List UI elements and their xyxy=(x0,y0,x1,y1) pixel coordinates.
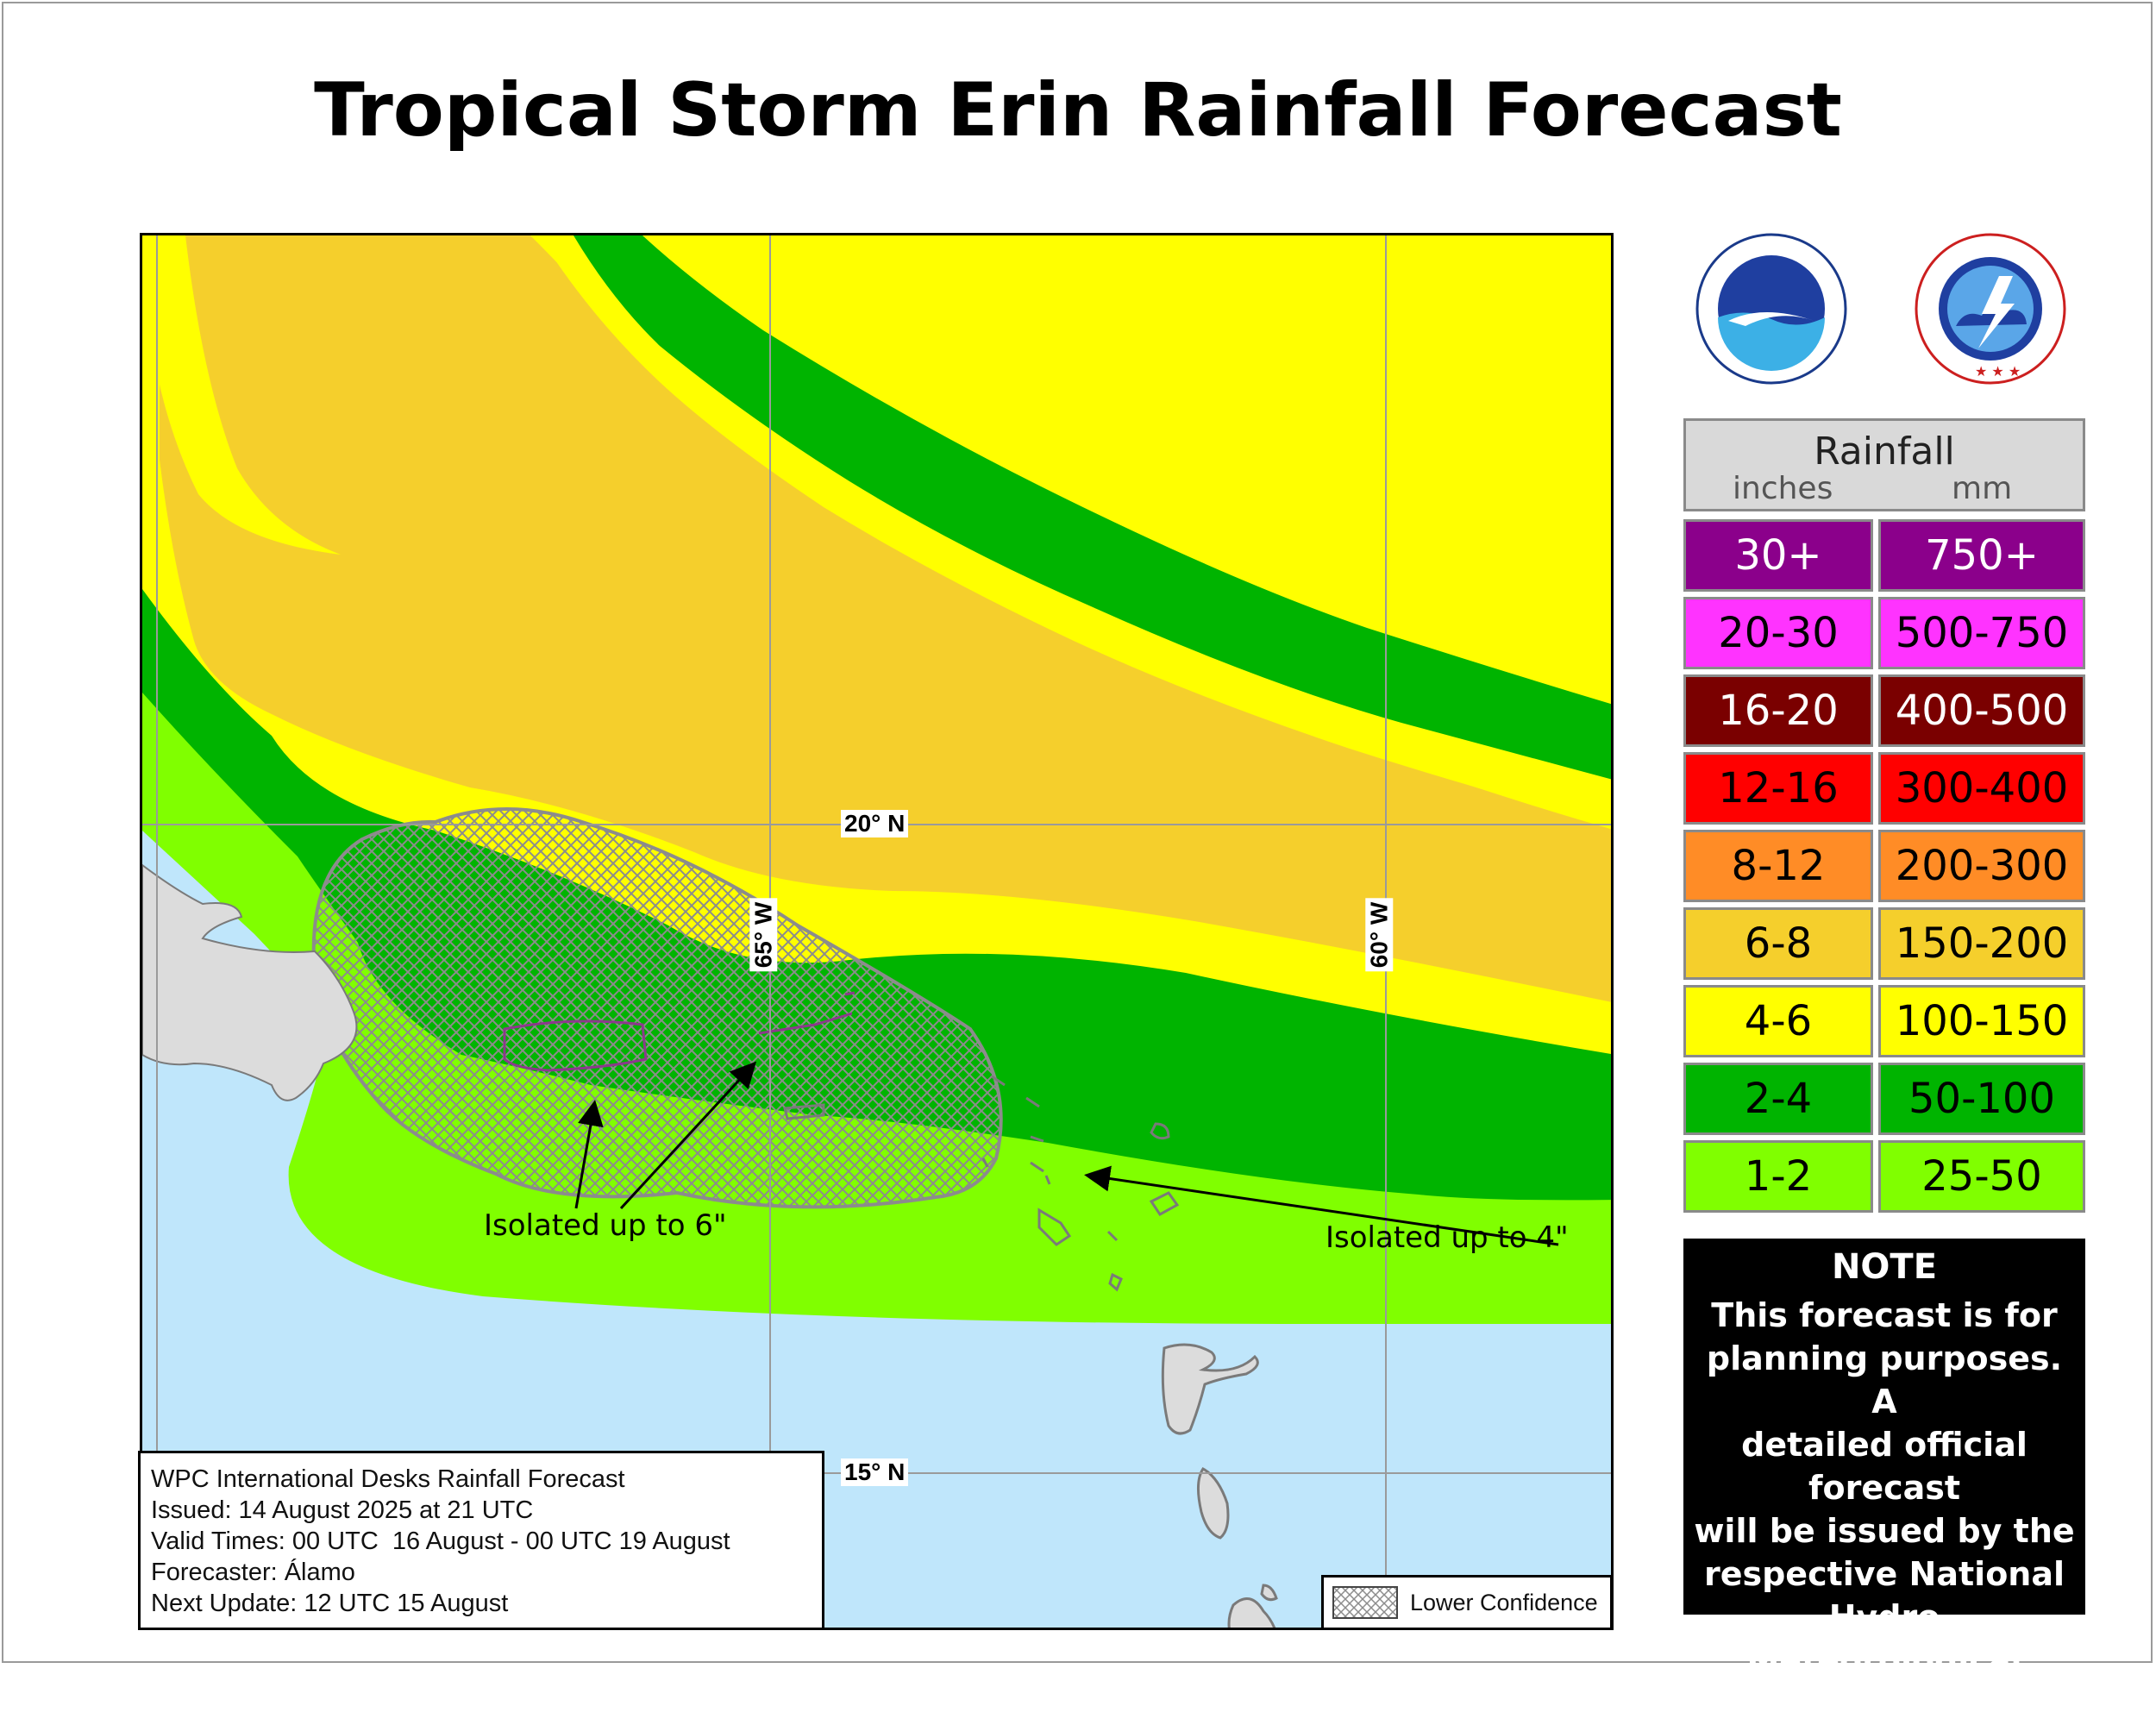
montserrat xyxy=(1108,1272,1123,1292)
legend-cell-inches: 1-2 xyxy=(1683,1140,1873,1213)
antigua-barbuda xyxy=(1149,1122,1180,1216)
info-next-update: Next Update: 12 UTC 15 August xyxy=(151,1590,509,1617)
virgin-islands xyxy=(758,991,856,1035)
st-kitts-nevis xyxy=(1037,1208,1119,1246)
map-canvas xyxy=(142,235,1611,1628)
puerto-rico-land xyxy=(503,1019,648,1072)
note-line: planning purposes. A xyxy=(1706,1339,2063,1421)
info-forecaster: Forecaster: Álamo xyxy=(151,1559,355,1586)
legend-unit-mm: mm xyxy=(1952,471,2013,506)
legend-cell-mm: 25-50 xyxy=(1878,1140,2085,1213)
legend-cell-inches: 20-30 xyxy=(1683,597,1873,669)
annotation-isolated-6: Isolated up to 6" xyxy=(484,1208,727,1243)
arrow-isolated-6-right xyxy=(619,1061,757,1210)
legend-cell-mm: 400-500 xyxy=(1878,674,2085,747)
note-line: This forecast is for xyxy=(1711,1296,2058,1334)
legend-cell-mm: 100-150 xyxy=(1878,985,2085,1057)
rainfall-map: 20° N 15° N 65° W 60° W Isolated up to 6… xyxy=(140,233,1614,1630)
band-2-4-inner xyxy=(565,235,1611,804)
lon-label-60w: 60° W xyxy=(1365,898,1394,972)
info-valid-times: Valid Times: 00 UTC 16 August - 00 UTC 1… xyxy=(151,1527,730,1555)
legend-cell-mm: 150-200 xyxy=(1878,907,2085,980)
legend-cell-mm: 750+ xyxy=(1878,519,2085,592)
note-box: NOTE This forecast is for planning purpo… xyxy=(1683,1239,2085,1722)
legend-title: Rainfall xyxy=(1814,430,1955,474)
legend-cell-mm: 500-750 xyxy=(1878,597,2085,669)
nws-logo: ★ ★ ★ xyxy=(1913,231,2068,386)
martinique-land xyxy=(1227,1597,1276,1628)
lower-confidence-key: Lower Confidence xyxy=(1321,1575,1613,1630)
band-4-6-inner xyxy=(539,235,1611,825)
arrow-isolated-6-left xyxy=(574,1100,604,1209)
st-croix xyxy=(783,1103,825,1120)
legend-cell-inches: 6-8 xyxy=(1683,907,1873,980)
info-issued: Issued: 14 August 2025 at 21 UTC xyxy=(151,1496,534,1524)
noaa-logo-icon xyxy=(1695,233,1847,385)
arrow-isolated-4 xyxy=(1084,1165,1559,1246)
legend-unit-inches: inches xyxy=(1733,471,1833,506)
info-product: WPC International Desks Rainfall Forecas… xyxy=(151,1465,625,1493)
note-title: NOTE xyxy=(1831,1247,1938,1287)
legend-cell-mm: 50-100 xyxy=(1878,1063,2085,1135)
svg-text:★ ★ ★: ★ ★ ★ xyxy=(1975,363,2021,380)
annotation-isolated-4: Isolated up to 4" xyxy=(1326,1220,1569,1255)
band-6-8-in xyxy=(160,235,1611,1002)
legend-cell-inches: 16-20 xyxy=(1683,674,1873,747)
note-line: will be issued by the xyxy=(1694,1512,2075,1550)
hatch-swatch-icon xyxy=(1332,1586,1398,1619)
band-4-6-left xyxy=(151,235,341,555)
noaa-logo xyxy=(1694,231,1849,386)
legend-cell-inches: 12-16 xyxy=(1683,752,1873,825)
lat-label-20n: 20° N xyxy=(841,810,909,837)
dominica-land xyxy=(1197,1467,1230,1540)
note-line: Hydro Meteorological xyxy=(1746,1598,2022,1679)
note-line: Service. xyxy=(1809,1684,1959,1722)
note-line: detailed official forecast xyxy=(1741,1426,2028,1507)
legend-cell-inches: 4-6 xyxy=(1683,985,1873,1057)
note-line: respective National xyxy=(1703,1555,2065,1593)
page-title: Tropical Storm Erin Rainfall Forecast xyxy=(314,67,1842,154)
nws-logo-icon: ★ ★ ★ xyxy=(1915,233,2066,385)
guadeloupe-land xyxy=(1161,1343,1259,1435)
lower-confidence-label: Lower Confidence xyxy=(1410,1589,1598,1615)
leeward-islands xyxy=(981,1075,1051,1185)
legend-cell-mm: 300-400 xyxy=(1878,752,2085,825)
legend-cell-inches: 30+ xyxy=(1683,519,1873,592)
hispaniola-land xyxy=(142,863,358,1101)
legend-cell-inches: 2-4 xyxy=(1683,1063,1873,1135)
lon-label-65w: 65° W xyxy=(749,898,778,972)
lat-label-15n: 15° N xyxy=(841,1458,909,1486)
legend-header: Rainfall inches mm xyxy=(1683,418,2085,511)
forecast-info-box: WPC International Desks Rainfall Forecas… xyxy=(138,1451,824,1630)
legend-cell-inches: 8-12 xyxy=(1683,830,1873,902)
legend-cell-mm: 200-300 xyxy=(1878,830,2085,902)
st-lucia-land xyxy=(1260,1584,1278,1602)
